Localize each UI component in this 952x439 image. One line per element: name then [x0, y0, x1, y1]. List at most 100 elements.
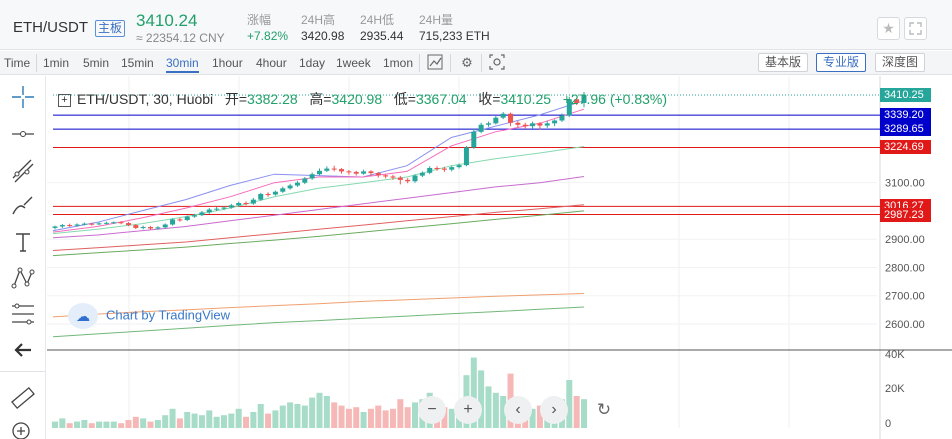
candle-body [353, 171, 359, 174]
volume-bar [59, 418, 66, 428]
price-level-label: 3410.25 [880, 88, 931, 102]
candle-body [214, 208, 220, 210]
interval-30min[interactable]: 30min [166, 56, 199, 73]
star-icon[interactable]: ★ [877, 17, 900, 40]
candle-body [272, 191, 278, 195]
interval-1min[interactable]: 1min [43, 56, 70, 70]
volume-bar [184, 412, 191, 428]
candle-body [199, 212, 205, 216]
candle-body [515, 122, 521, 125]
volume-bar [331, 402, 338, 428]
chart-area[interactable]: 3100.003000.002900.002800.002700.002600.… [47, 76, 952, 439]
price-level-label: 2987.23 [880, 207, 931, 222]
toolbar-divider [419, 54, 420, 72]
volume-bar [279, 405, 286, 428]
candle-body [243, 203, 249, 205]
settings-icon[interactable]: ⚙ [461, 55, 473, 70]
volume-bar [191, 413, 198, 428]
zoom-in-button[interactable]: + [454, 396, 482, 424]
mode-pro[interactable]: 专业版 [816, 53, 867, 72]
zoom-in-icon[interactable] [9, 419, 37, 439]
text-icon[interactable] [9, 228, 37, 256]
volume-bar [581, 399, 587, 428]
candle-body [485, 123, 491, 125]
collapse-legend-icon[interactable]: + [58, 94, 71, 107]
candle-body [111, 222, 117, 224]
interval-1day[interactable]: 1day [299, 56, 326, 70]
volume-bar [250, 412, 257, 428]
indicator-icon[interactable] [426, 54, 444, 72]
fib-icon[interactable] [9, 300, 37, 328]
candle-body [500, 113, 506, 118]
interval-time[interactable]: Time [4, 56, 31, 70]
mode-basic[interactable]: 基本版 [758, 53, 809, 72]
candle-body [552, 120, 558, 124]
screenshot-icon[interactable] [488, 54, 506, 72]
pair-name[interactable]: ETH/USDT [13, 19, 88, 36]
stat-label: 24H量 [419, 13, 454, 27]
horizontal-line-icon[interactable] [9, 120, 37, 148]
interval-1hour[interactable]: 1hour [212, 56, 243, 70]
board-tag: 主板 [95, 20, 125, 37]
candle-body [59, 225, 65, 227]
candle-body [236, 203, 242, 206]
scroll-left-button[interactable]: ‹ [504, 396, 532, 424]
candle-body [537, 123, 543, 126]
candle-body [463, 147, 469, 166]
trend-line-icon[interactable] [9, 156, 37, 184]
interval-5min[interactable]: 5min [83, 56, 110, 70]
interval-15min[interactable]: 15min [121, 56, 154, 70]
volume-tick-label: 20K [885, 383, 905, 395]
interval-4hour[interactable]: 4hour [256, 56, 287, 70]
volume-bar [345, 408, 352, 428]
price-level-label: 3224.69 [880, 140, 931, 155]
candle-body [441, 168, 447, 170]
candle-body [221, 207, 227, 209]
volume-bar [412, 402, 419, 428]
volume-bar [66, 423, 73, 428]
candle-body [294, 182, 300, 186]
volume-bar [74, 421, 81, 428]
candle-body [258, 193, 264, 200]
stat-value: 2935.44 [360, 29, 404, 43]
price-chart[interactable]: 3100.003000.002900.002800.002700.002600.… [47, 76, 952, 439]
moving-average-line [52, 146, 585, 235]
candle-body [471, 131, 477, 148]
candle-body [162, 224, 168, 228]
volume-bar [132, 416, 139, 428]
volume-bar [52, 421, 58, 428]
stat-high: 24H高 3420.98 [301, 11, 344, 43]
scroll-right-button[interactable]: › [540, 396, 568, 424]
candle-body [419, 172, 425, 176]
candle-body [52, 226, 58, 228]
candle-body [317, 170, 322, 175]
moving-average-line [52, 176, 585, 239]
interval-1week[interactable]: 1week [336, 56, 371, 70]
chart-legend: + ETH/USDT, 30, Huobi 开=3382.28 高=3420.98… [58, 89, 667, 109]
price-tick-label: 2700.00 [885, 291, 925, 303]
volume-bar [110, 421, 117, 428]
interval-1mon[interactable]: 1mon [383, 56, 414, 70]
high-label: 高= [309, 91, 332, 107]
close-value: 3410.25 [500, 91, 552, 107]
candle-body [206, 209, 212, 213]
fullscreen-icon[interactable] [904, 17, 927, 40]
candle-body [74, 224, 80, 226]
volume-bar [478, 370, 485, 428]
pattern-icon[interactable] [9, 264, 37, 292]
moving-average-line [52, 306, 585, 338]
candle-body [368, 171, 374, 174]
ruler-icon[interactable] [9, 384, 37, 412]
candle-body [339, 169, 345, 172]
reset-icon[interactable]: ↻ [596, 400, 612, 419]
crosshair-icon[interactable] [9, 83, 37, 111]
volume-bar [448, 408, 455, 428]
volume-bar [220, 415, 227, 428]
zoom-out-button[interactable]: − [418, 396, 446, 424]
tradingview-watermark[interactable]: ☁ Chart by TradingView [68, 303, 230, 331]
volume-bar [103, 421, 110, 428]
back-arrow-icon[interactable] [9, 336, 37, 364]
brush-icon[interactable] [9, 192, 37, 220]
mode-depth[interactable]: 深度图 [875, 53, 926, 72]
